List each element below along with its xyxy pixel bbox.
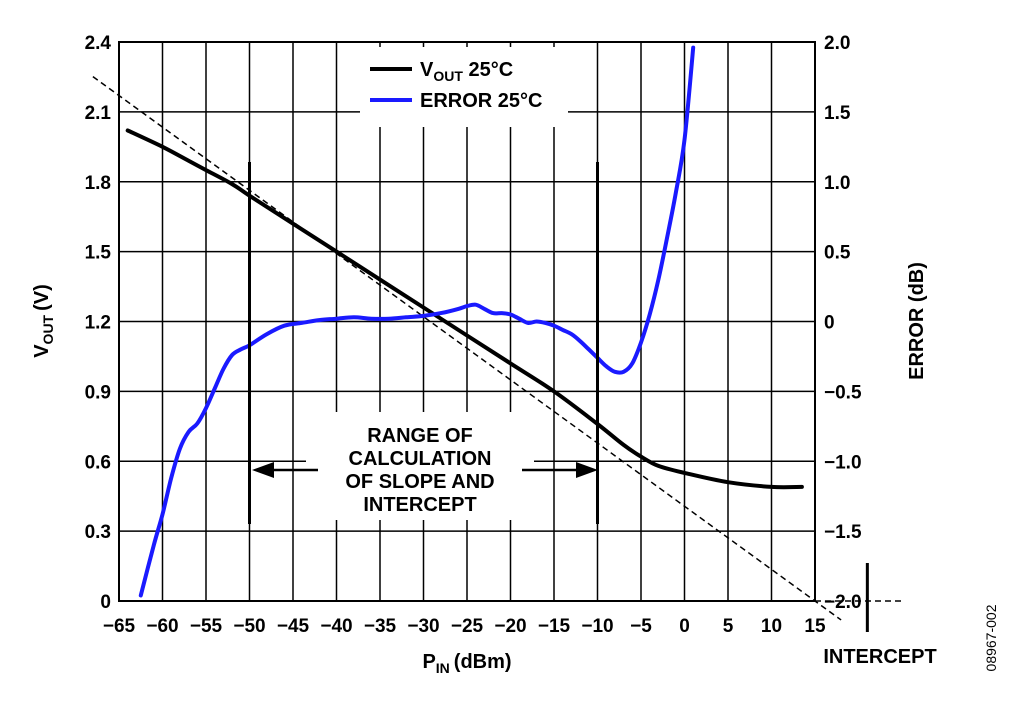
x-tick-label: −25 (451, 616, 484, 637)
y-tick-label: 1.2 (85, 313, 111, 334)
y2-tick-label: 2.0 (824, 33, 850, 54)
y-tick-label: 0.9 (85, 382, 111, 403)
range-arrow-right (522, 462, 598, 478)
legend-label-error: ERROR 25°C (420, 90, 542, 112)
legend-label-vout: VOUT 25°C (420, 59, 513, 84)
y-tick-label: 2.4 (85, 33, 112, 54)
y-axis-ticks: 0 0.3 0.6 0.9 1.2 1.5 1.8 2.1 2.4 (85, 33, 112, 613)
x-tick-label: −30 (407, 616, 439, 637)
x-tick-label: −40 (320, 616, 352, 637)
x-tick-label: −20 (494, 616, 526, 637)
slope-extrapolation-line (92, 76, 842, 621)
x-tick-label: −60 (146, 616, 178, 637)
x-tick-label: −50 (233, 616, 265, 637)
annotation-line-4: INTERCEPT (363, 494, 476, 516)
y-tick-label: 0.3 (85, 522, 111, 543)
annotation-line-2: CALCULATION (349, 448, 492, 470)
intercept-label: INTERCEPT (823, 646, 936, 668)
y2-tick-label: −1.0 (824, 452, 862, 473)
series-error-line (138, 45, 696, 598)
y2-tick-label: 1.5 (824, 103, 851, 124)
y2-tick-label: −0.5 (824, 382, 862, 403)
y-tick-label: 2.1 (85, 103, 112, 124)
y-tick-label: 1.5 (85, 243, 112, 264)
y-tick-label: 0.6 (85, 452, 111, 473)
y2-axis-title: ERROR (dB) (906, 262, 928, 380)
x-tick-label: 0 (679, 616, 690, 637)
series-vout-line (125, 128, 804, 490)
y2-tick-label: 0.5 (824, 243, 851, 264)
plot-frame (118, 41, 816, 602)
x-tick-label: 5 (723, 616, 734, 637)
y2-tick-label: 0 (824, 313, 835, 334)
x-tick-label: −55 (190, 616, 223, 637)
x-axis-title: PIN (dBm) (422, 651, 511, 676)
x-tick-label: −15 (538, 616, 571, 637)
y-tick-label: 1.8 (85, 173, 111, 194)
y2-tick-label: 1.0 (824, 173, 850, 194)
annotation-line-3: OF SLOPE AND (345, 471, 494, 493)
x-axis-ticks: −65 −60 −55 −50 −45 −40 −35 −30 −25 −20 −15 −10 −5 0 5… (103, 616, 826, 637)
y2-axis-ticks: −2.0 −1.5 −1.0 −0.5 0 0.5 1.0 1.5 2.0 (824, 33, 862, 613)
x-tick-label: 10 (761, 616, 782, 637)
annotation-line-1: RANGE OF (367, 425, 473, 447)
x-tick-label: 15 (804, 616, 826, 637)
x-tick-label: −65 (103, 616, 136, 637)
y2-tick-label: −2.0 (824, 592, 862, 613)
y-axis-title: VOUT(V) (31, 284, 56, 358)
x-tick-label: −35 (364, 616, 397, 637)
x-tick-label: −10 (581, 616, 613, 637)
figure-id: 08967-002 (983, 604, 999, 671)
legend: VOUT 25°C ERROR 25°C (360, 47, 568, 127)
x-tick-label: −5 (630, 616, 652, 637)
x-tick-label: −45 (277, 616, 310, 637)
range-arrow-left (252, 462, 318, 478)
annotation-box (306, 412, 534, 520)
y-tick-label: 0 (100, 592, 111, 613)
y2-tick-label: −1.5 (824, 522, 862, 543)
